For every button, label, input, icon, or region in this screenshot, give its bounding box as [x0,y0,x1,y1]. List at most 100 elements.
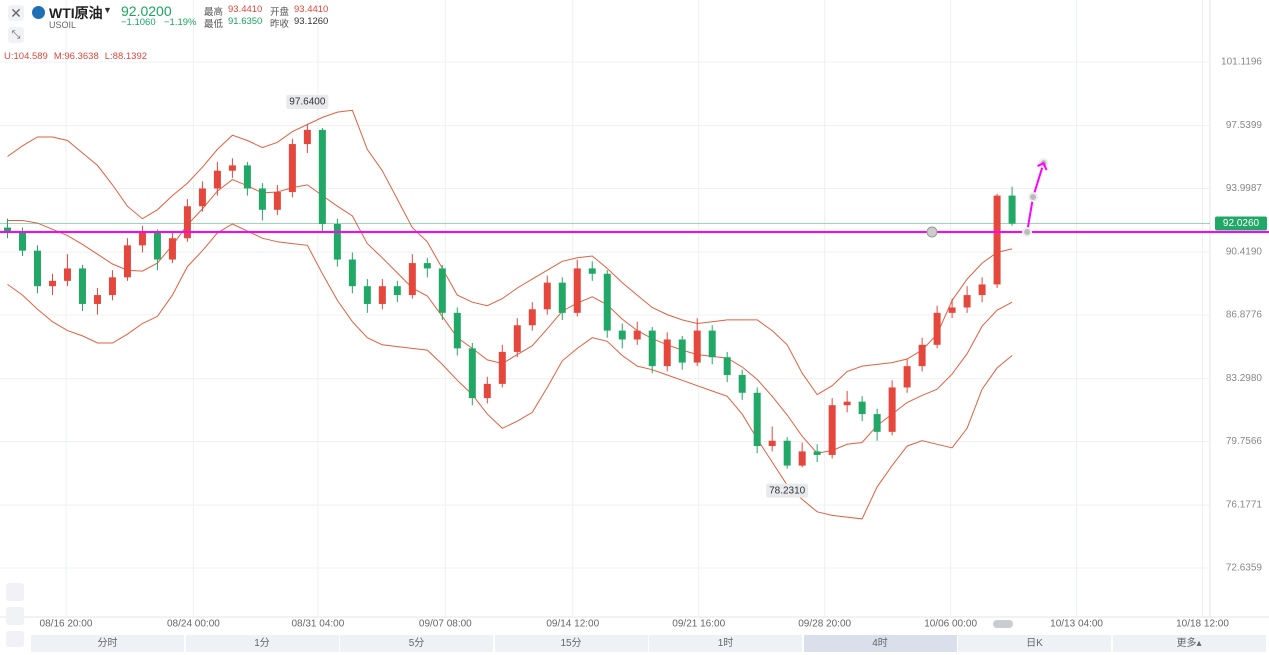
timeframe-tab[interactable]: 4时 [803,635,957,652]
candle-body [843,401,851,406]
candle-body [708,330,716,358]
y-tick-label: 93.9987 [1226,183,1263,194]
candle-body [723,357,731,376]
extreme-label: 78.2310 [769,485,806,496]
symbol-code: USOIL [49,20,77,30]
candle-body [453,312,461,349]
candle-body [783,440,791,466]
candle-body [738,375,746,393]
symbol[interactable]: WTI原油 [49,5,103,21]
stat-value: 91.6350 [228,16,263,27]
candle-body [33,250,41,287]
candle-body [3,227,11,233]
candle-body [528,309,536,326]
extreme-label-box [286,94,329,109]
candle-body [123,245,131,278]
draw-tool[interactable] [6,607,24,625]
candle-body [753,392,761,447]
candle-body [198,188,206,207]
candle-body [633,330,641,340]
symbol-dropdown[interactable]: ▼ [103,5,112,15]
candle-body [873,414,881,432]
candle-body [678,339,686,363]
candle-body [48,280,56,287]
arrow-head [1037,161,1048,171]
candle-body [648,330,656,367]
y-tick-label: 76.1771 [1226,500,1263,511]
close-button[interactable]: ✕ [8,5,24,21]
x-tick-label: 09/07 08:00 [419,619,472,630]
price-tag [1215,216,1267,231]
line-handle [926,226,938,238]
candle-body [543,282,551,310]
candle-body [858,401,866,415]
x-tick-label: 10/06 00:00 [924,619,977,630]
indicator-tool[interactable] [6,583,24,601]
candle-body [663,339,671,367]
x-tick-label: 08/24 00:00 [167,619,220,630]
candle-body [438,268,446,313]
candle-body [138,232,146,246]
candle-body [318,129,326,225]
y-tick-label: 86.8776 [1226,310,1263,321]
y-tick-label: 83.2980 [1226,373,1263,384]
candle-body [798,451,806,466]
symbol-icon [32,6,45,19]
y-tick-label: 72.6359 [1226,563,1263,574]
candle-body [558,282,566,313]
candle-body [18,232,26,251]
arrow-handle [1022,227,1033,238]
y-tick-label: 97.5399 [1226,120,1263,131]
price-tag-label: 92.0260 [1223,218,1260,229]
candle-body [468,348,476,399]
extreme-label-box [766,483,809,498]
timeframe-tab[interactable]: 15分 [494,635,648,652]
timeframe-tab[interactable]: 更多▴ [1112,635,1266,652]
candle-body [513,325,521,352]
stat-label: 最低 [204,19,224,30]
price-change-pct: −1.19% [164,17,197,28]
candle-body [588,268,596,274]
collapse-button[interactable]: ⤡ [8,27,24,43]
candle-body [258,188,266,210]
candle-body [378,286,386,304]
timeframe-tab[interactable]: 分时 [31,635,184,652]
candle-body [963,295,971,308]
x-tick-label: 09/28 20:00 [798,619,851,630]
candle-body [168,238,176,260]
y-tick-label: 101.1196 [1221,57,1262,68]
candle-body [93,295,101,304]
stat-label: 昨收 [270,19,290,30]
scroll-handle [993,620,1013,628]
candle-body [393,286,401,296]
candle-body [828,405,836,455]
x-tick-label: 09/14 12:00 [546,619,599,630]
candle-body [423,263,431,269]
chart-type-tool[interactable] [6,631,24,647]
candle-body [63,268,71,281]
candle-body [993,195,1001,285]
candle-body [303,129,311,145]
timeframe-tab[interactable]: 1时 [649,635,802,652]
candle-body [153,232,161,260]
candle-body [918,344,926,367]
candle-body [213,170,221,189]
timeframe-tab[interactable]: 日K [958,635,1111,652]
timeframe-tab[interactable]: 1分 [185,635,339,652]
candle-body [603,273,611,331]
candle-body [363,286,371,304]
arrow-handle [1028,192,1039,203]
candle-body [288,144,296,193]
candle-body [1008,195,1016,224]
timeframe-tab[interactable]: 5分 [340,635,493,652]
candle-body [483,383,491,399]
x-tick-label: 09/21 16:00 [672,619,725,630]
candle-body [693,330,701,363]
price: 92.0200 [121,3,172,19]
bollinger-value: L:88.1392 [104,51,148,62]
candle-body [933,312,941,345]
candle-body [888,387,896,432]
stat-value: 93.4410 [294,4,329,15]
bollinger-value: U:104.589 [4,51,48,62]
